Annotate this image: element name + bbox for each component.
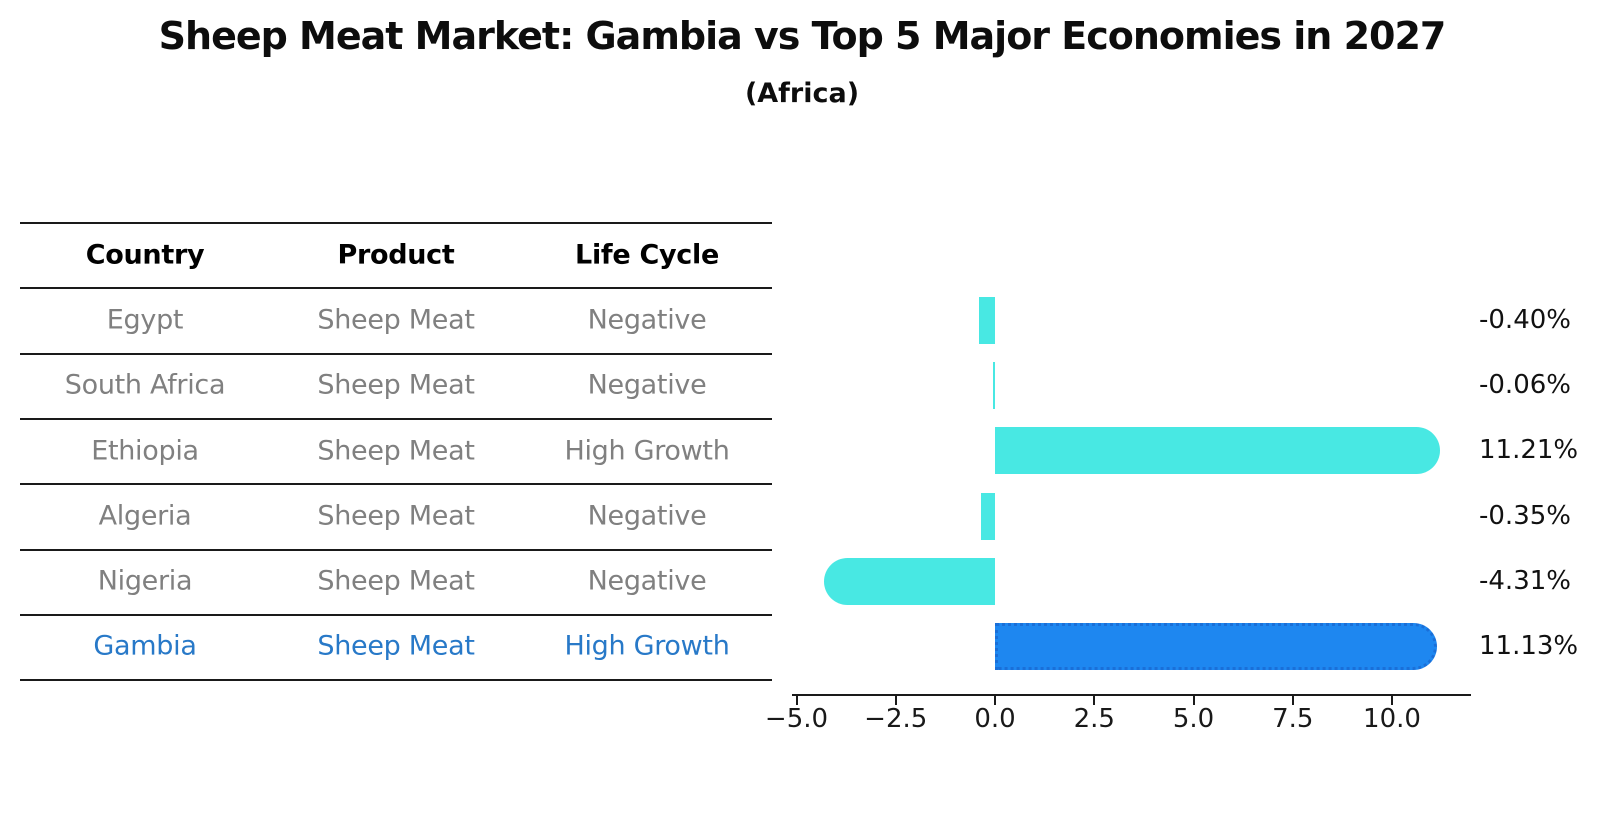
table-header-life-cycle: Life Cycle — [575, 239, 719, 271]
x-axis-line — [792, 694, 1471, 696]
x-tick-label: 7.5 — [1272, 704, 1314, 734]
bar-south-africa — [992, 361, 995, 409]
table-header-country: Country — [85, 239, 205, 271]
table-line — [20, 417, 772, 420]
table-cell-life-cycle: Negative — [587, 565, 707, 597]
table-cell-product: Sheep Meat — [317, 565, 475, 597]
table-cell-product: Sheep Meat — [317, 630, 475, 662]
x-tick-label: 0.0 — [974, 704, 1016, 734]
bar-gambia — [995, 622, 1437, 670]
bar-value-label: -4.31% — [1479, 566, 1571, 596]
table-cell-life-cycle: High Growth — [564, 630, 730, 662]
x-tick — [994, 696, 996, 705]
x-tick — [894, 696, 897, 705]
x-tick-label: −5.0 — [764, 704, 829, 734]
table-cell-country: Ethiopia — [91, 435, 199, 467]
table-line — [20, 222, 772, 224]
table-cell-life-cycle: Negative — [587, 500, 707, 532]
table-cell-life-cycle: Negative — [587, 304, 707, 336]
table-cell-product: Sheep Meat — [317, 304, 475, 336]
x-tick — [795, 696, 798, 705]
bar-nigeria — [823, 557, 995, 605]
x-tick-label: 10.0 — [1363, 704, 1421, 734]
table-cell-product: Sheep Meat — [317, 500, 475, 532]
bar-value-label: -0.40% — [1479, 305, 1571, 335]
bar-value-label: -0.35% — [1479, 501, 1571, 531]
table-line — [20, 352, 772, 355]
table-line — [20, 613, 772, 616]
x-tick-label: 2.5 — [1073, 704, 1115, 734]
chart-title: Sheep Meat Market: Gambia vs Top 5 Major… — [158, 14, 1447, 58]
table-cell-country: Algeria — [98, 500, 192, 532]
bar-algeria — [981, 492, 995, 540]
table-line — [20, 483, 772, 486]
table-cell-country: Nigeria — [97, 565, 193, 597]
table-cell-product: Sheep Meat — [317, 435, 475, 467]
table-line — [20, 679, 772, 682]
table-cell-country: South Africa — [64, 369, 226, 401]
x-tick — [1093, 696, 1096, 705]
x-tick-label: −2.5 — [864, 704, 928, 734]
bar-value-label: 11.21% — [1479, 435, 1579, 465]
bar-ethiopia — [995, 426, 1441, 474]
table-cell-life-cycle: High Growth — [564, 435, 730, 467]
table-line — [20, 548, 772, 551]
table-cell-life-cycle: Negative — [587, 369, 707, 401]
table-cell-country: Egypt — [106, 304, 184, 336]
table-cell-country: Gambia — [93, 630, 197, 662]
x-tick-label: 5.0 — [1172, 704, 1215, 734]
x-tick — [1291, 696, 1294, 705]
bar-egypt — [979, 296, 995, 344]
table-header-product: Product — [337, 239, 455, 271]
table-line — [20, 287, 772, 290]
bar-value-label: 11.13% — [1479, 631, 1579, 661]
x-tick — [1391, 696, 1393, 705]
bar-value-label: -0.06% — [1479, 370, 1571, 400]
x-tick — [1192, 696, 1195, 705]
chart-subtitle: (Africa) — [744, 78, 860, 109]
table-cell-product: Sheep Meat — [317, 369, 475, 401]
